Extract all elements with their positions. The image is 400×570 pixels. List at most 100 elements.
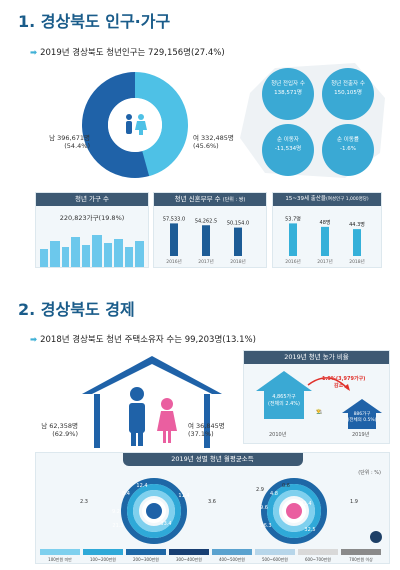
- male-income-ring: [127, 484, 181, 538]
- male-income-label: 21.3: [112, 523, 123, 529]
- income-title: 2019년 성별 청년 월평균소득: [122, 453, 303, 466]
- male-income-label: 11.4: [178, 493, 189, 499]
- bar-year: 2017년: [198, 258, 214, 265]
- male-income-label: 9.2: [112, 509, 120, 515]
- bar-value: 50,154.0: [227, 221, 249, 227]
- female-income-label: 4.8: [270, 491, 278, 497]
- households-panel: 청년 가구 수 220,823가구(19.8%): [35, 192, 149, 268]
- stat-circle-net-rate: 순 이동률 -1.6%: [322, 124, 374, 176]
- newlyweds-chart: 57,533.0 2016년 54,262.5 2017년 50,154.0 2018년: [163, 216, 249, 265]
- bar: [321, 226, 329, 256]
- income-unit: (단위 : %): [358, 470, 381, 476]
- bar-value: 48명: [320, 219, 331, 226]
- farm-change: 1.9%(3,979가구) 감소: [322, 376, 366, 389]
- female-figure-icon: [135, 114, 147, 135]
- female-income-label: 2.9: [256, 487, 264, 493]
- female-income-label: 26.3: [260, 523, 271, 529]
- arrow-icon: ➡: [30, 335, 41, 345]
- bar-year: 2018년: [230, 258, 246, 265]
- section1-subtitle: ➡ 2019년 경상북도 청년인구는 729,156명(27.4%): [30, 48, 225, 58]
- legend-swatch: [126, 549, 166, 555]
- birthrate-title: 15~39세 출산율(여성인구 1,000명당): [273, 193, 381, 206]
- farm-panel: 2019년 청년 농가 비율 4,865가구 (전체의 2.4%) 2010년 👨…: [243, 350, 390, 444]
- farm-2019-value: 886가구 (전체의 0.5%): [347, 412, 377, 423]
- coin-icon: [370, 531, 382, 543]
- bar: [234, 227, 242, 256]
- bar-year: 2016년: [166, 258, 182, 265]
- newlyweds-panel: 청년 신혼부부 수 (단위 : 쌍) 57,533.0 2016년 54,262.5…: [153, 192, 267, 268]
- legend-swatch: [255, 549, 295, 555]
- female-income-ring: [261, 478, 327, 544]
- stat-circle-inflow: 청년 전입자 수 138,571명: [262, 68, 314, 120]
- female-income-label: 9.6: [260, 505, 268, 511]
- female-income-ring: [273, 490, 315, 532]
- male-income-figure-icon: [146, 503, 162, 519]
- male-income-label: 8.4: [122, 491, 130, 497]
- arrow-icon: ➡: [30, 48, 41, 58]
- population-donut: [82, 72, 188, 178]
- female-income-label: 1.9: [350, 499, 358, 505]
- bar: [289, 223, 297, 256]
- legend-swatch: [341, 549, 381, 555]
- section2-subtitle: ➡ 2018년 경상북도 청년 주택소유자 수는 99,203명(13.1%): [30, 335, 256, 345]
- female-homeowners: 여 36,845명 (37.1%): [188, 422, 225, 438]
- legend-label: 400~500만원: [219, 556, 245, 562]
- newlyweds-title: 청년 신혼부부 수 (단위 : 쌍): [154, 193, 266, 206]
- legend-label: 300~400만원: [176, 556, 202, 562]
- legend-swatch: [40, 549, 80, 555]
- city-skyline-icon: [40, 235, 144, 267]
- male-income-label: 12.4: [136, 483, 147, 489]
- bar-value: 44.3명: [349, 221, 365, 228]
- legend-swatch: [298, 549, 338, 555]
- farm-house-2010-icon: [256, 371, 312, 419]
- male-income-label: 33.4: [160, 521, 171, 527]
- legend-label: 600~700만원: [305, 556, 331, 562]
- farm-2010-year: 2010년: [269, 432, 287, 438]
- male-income-ring: [121, 478, 187, 544]
- bar-year: 2017년: [317, 258, 333, 265]
- female-income-label: 32.5: [304, 527, 315, 533]
- male-population: 남 396,671명 (54.4%): [49, 134, 90, 150]
- bar: [202, 225, 210, 256]
- legend-label: 200~300만원: [133, 556, 159, 562]
- decrease-arrow-icon: [307, 377, 350, 391]
- birthrate-panel: 15~39세 출산율(여성인구 1,000명당) 53.7명 2016년 48명 20…: [272, 192, 382, 268]
- bar: [170, 223, 178, 256]
- legend-swatch: [212, 549, 252, 555]
- bar: [353, 229, 361, 256]
- farm-2019-year: 2019년: [352, 432, 370, 438]
- male-homeowners: 남 62,358명 (62.9%): [41, 422, 78, 438]
- farm-title: 2019년 청년 농가 비율: [244, 351, 389, 364]
- stat-circle-net-migrants: 순 이동자 -11,534명: [262, 124, 314, 176]
- households-value: 220,823가구(19.8%): [59, 214, 125, 222]
- legend-swatch: [83, 549, 123, 555]
- legend-swatch: [169, 549, 209, 555]
- section2-title: 2. 경상북도 경제: [18, 300, 135, 319]
- female-income-label: 0.6: [282, 483, 290, 489]
- female-income-ring: [267, 484, 321, 538]
- bar-value: 54,262.5: [195, 218, 217, 224]
- female-population: 여 332,485명 (45.6%): [193, 134, 234, 150]
- section1-title: 1. 경상북도 인구·가구: [18, 12, 171, 31]
- male-income-ring: [133, 490, 175, 532]
- male-income-label: 2.3: [80, 499, 88, 505]
- male-income-label: 3.6: [208, 499, 216, 505]
- female-figure-icon: [157, 398, 177, 443]
- bar-year: 2018년: [349, 258, 365, 265]
- legend-label: 500~600만원: [262, 556, 288, 562]
- bar-value: 53.7명: [285, 215, 301, 222]
- income-chart: 2.3 3.6 8.4 12.4 9.2 11.4 21.3 33.4 2.9 0.6 1.9 4.8…: [40, 478, 382, 562]
- legend-label: 100~200만원: [90, 556, 116, 562]
- birthrate-chart: 53.7명 2016년 48명 2017년 44.3명 2018년: [285, 215, 365, 265]
- income-panel: 2019년 성별 청년 월평균소득 (단위 : %) 2.3 3.6 8.4 12.4…: [35, 452, 390, 564]
- female-income-figure-icon: [286, 503, 302, 519]
- bar-year: 2016년: [285, 258, 301, 265]
- stat-circle-outflow: 청년 전출자 수 150,105명: [322, 68, 374, 120]
- house-icon: [82, 356, 222, 448]
- bar-value: 57,533.0: [163, 216, 185, 222]
- farm-2010-value: 4,865가구 (전체의 2.4%): [268, 394, 300, 407]
- farmer-icon: 👨‍🌾: [316, 409, 323, 415]
- legend-label: 700만원 이상: [349, 556, 373, 562]
- female-income-label: 21.4: [300, 501, 311, 507]
- male-figure-icon: [129, 387, 145, 446]
